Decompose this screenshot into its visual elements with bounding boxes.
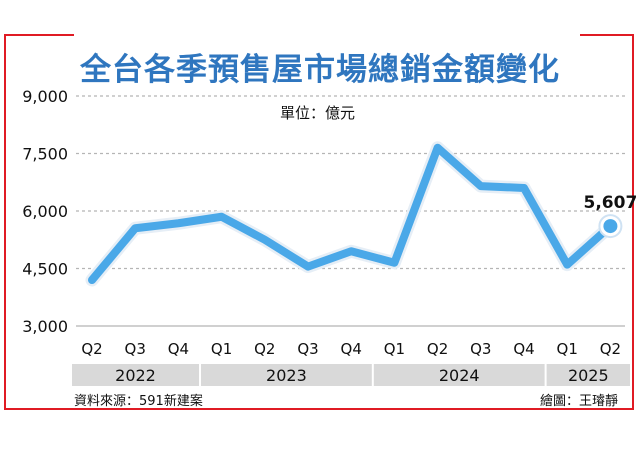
year-band — [201, 364, 372, 386]
x-tick-label: Q4 — [341, 340, 362, 358]
year-label: 2023 — [266, 366, 307, 385]
y-tick-label: 7,500 — [22, 145, 68, 164]
y-tick-label: 3,000 — [22, 317, 68, 336]
x-tick-label: Q4 — [513, 340, 534, 358]
source-label: 資料來源：591新建案 — [74, 394, 203, 409]
x-tick-label: Q1 — [211, 340, 232, 358]
frame-top-right — [580, 34, 634, 36]
x-axis: Q2 Q3 Q4 Q1 Q2 Q3 Q4 Q1 Q2 Q3 Q4 Q1 Q2 — [81, 340, 621, 358]
x-tick-label: Q2 — [600, 340, 621, 358]
credit-label: 繪圖：王璿靜 — [540, 394, 619, 409]
y-tick-label: 9,000 — [22, 87, 68, 106]
x-tick-label: Q4 — [168, 340, 189, 358]
last-value-label: 5,607 — [584, 193, 638, 213]
year-label: 2022 — [115, 366, 156, 385]
year-label: 2025 — [568, 366, 609, 385]
year-band — [546, 364, 630, 386]
x-tick-label: Q2 — [81, 340, 102, 358]
y-tick-label: 6,000 — [22, 202, 68, 221]
data-labels: 5,607 — [584, 193, 638, 213]
x-tick-label: Q1 — [557, 340, 578, 358]
unit-label: 單位：億元 — [280, 104, 356, 122]
x-tick-label: Q3 — [297, 340, 318, 358]
series-line — [85, 141, 623, 287]
x-tick-label: Q3 — [125, 340, 146, 358]
year-band — [72, 364, 199, 386]
x-tick-label: Q2 — [427, 340, 448, 358]
year-bands: 2022 2023 2024 2025 — [72, 364, 630, 386]
last-point-marker — [603, 219, 618, 234]
x-tick-label: Q1 — [384, 340, 405, 358]
year-label: 2024 — [439, 366, 480, 385]
x-tick-label: Q2 — [254, 340, 275, 358]
series-line-outline — [85, 141, 617, 287]
year-band — [373, 364, 545, 386]
y-tick-label: 4,500 — [22, 260, 68, 279]
series-line — [88, 143, 615, 284]
chart-title: 全台各季預售屋市場總銷金額變化 — [80, 52, 560, 88]
frame-top-left — [4, 34, 74, 36]
chart-frame — [4, 34, 634, 410]
y-axis: 3,000 4,500 6,000 7,500 9,000 — [22, 87, 68, 336]
x-tick-label: Q3 — [470, 340, 491, 358]
